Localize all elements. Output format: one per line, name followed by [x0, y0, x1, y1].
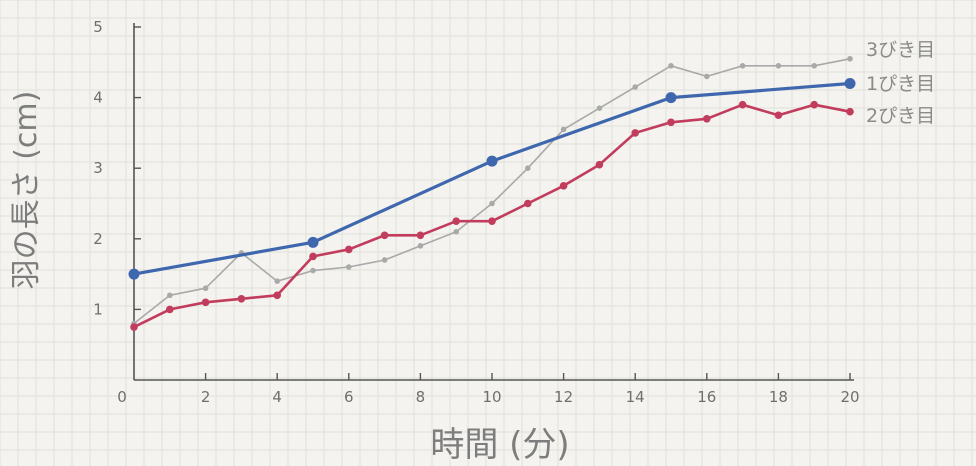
data-point [810, 100, 818, 109]
legend-label: 1ぴき目 [866, 73, 935, 95]
series-2 [128, 77, 856, 280]
data-point [596, 105, 603, 111]
y-tick-labels: 1 2 3 4 5 [93, 18, 103, 318]
data-point [310, 267, 316, 274]
data-point [703, 114, 711, 123]
data-point [309, 252, 317, 261]
data-point [846, 107, 854, 116]
data-point [381, 257, 388, 263]
data-point [811, 63, 817, 69]
data-point [307, 236, 319, 248]
legend-label: 3びき目 [866, 39, 935, 61]
x-tick-label: 14 [626, 388, 645, 406]
data-point [774, 111, 783, 120]
x-tick-label: 0 [117, 388, 127, 406]
data-point [417, 243, 424, 249]
data-point [345, 245, 353, 254]
x-tick-label: 2 [201, 388, 211, 406]
data-point [273, 291, 282, 300]
data-point [488, 217, 496, 225]
data-point [668, 63, 674, 69]
data-point [844, 77, 856, 89]
data-point [202, 285, 209, 292]
x-tick-label: 18 [769, 388, 788, 406]
series-line [132, 81, 852, 276]
series-1 [131, 55, 853, 327]
data-point [847, 55, 853, 62]
data-point [739, 63, 746, 69]
series-layer [128, 55, 856, 331]
x-tick-labels: 0 2 4 6 8 10 12 14 16 18 20 [117, 388, 859, 406]
data-point [166, 305, 174, 314]
data-point [665, 92, 677, 104]
data-point [667, 118, 675, 127]
data-point [167, 292, 173, 299]
data-point [237, 295, 246, 303]
legend: 3びき目 1ぴき目 2ぴき目 [866, 39, 935, 127]
x-tick-label: 6 [344, 388, 354, 406]
data-point [775, 63, 782, 69]
data-point [524, 199, 532, 208]
x-tick-label: 12 [554, 388, 573, 406]
data-point [380, 231, 389, 240]
data-point [201, 298, 210, 307]
axes [133, 23, 854, 381]
y-tick-label: 1 [93, 300, 103, 318]
data-point [631, 129, 639, 137]
data-point [632, 84, 638, 90]
x-axis-label: 時間 (分) [430, 425, 569, 465]
x-tick-label: 16 [697, 388, 716, 406]
data-point [704, 73, 710, 80]
data-point [738, 100, 747, 109]
data-point [453, 228, 460, 235]
y-tick-label: 2 [93, 230, 103, 248]
data-point [130, 323, 138, 331]
y-tick-label: 5 [93, 18, 103, 36]
y-tick-label: 4 [93, 89, 103, 107]
data-point [416, 231, 425, 240]
data-point [560, 126, 567, 133]
data-point [489, 200, 495, 207]
x-tick-label: 8 [416, 388, 426, 406]
y-axis-label: 羽の長さ (cm) [9, 91, 44, 290]
data-point [486, 155, 498, 167]
series-3 [130, 100, 854, 331]
data-point [595, 160, 604, 169]
x-tick-label: 20 [840, 388, 859, 406]
data-point [346, 264, 352, 270]
x-tick-label: 4 [272, 388, 282, 406]
data-point [274, 278, 281, 284]
data-point [559, 182, 568, 190]
legend-label: 2ぴき目 [866, 105, 935, 127]
data-point [452, 217, 461, 225]
data-point [128, 268, 140, 280]
x-tick-label: 10 [482, 388, 501, 406]
series-line [133, 57, 851, 325]
y-tick-label: 3 [93, 159, 103, 177]
data-point [525, 165, 531, 171]
